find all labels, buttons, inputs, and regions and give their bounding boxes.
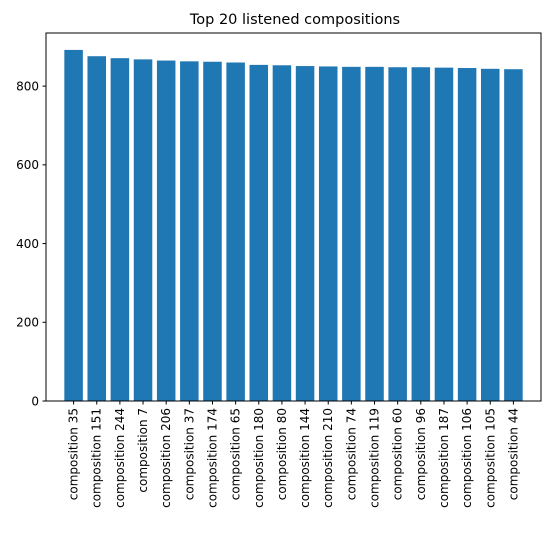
bar-2 xyxy=(87,56,106,402)
plot-frame xyxy=(45,32,542,402)
bar-4 xyxy=(133,59,153,401)
x-tick-label: composition 96 xyxy=(414,408,428,500)
bar-6 xyxy=(180,61,199,402)
bar-19 xyxy=(481,68,500,401)
y-axis-ticks: 0 200 400 600 800 xyxy=(16,79,46,408)
x-tick-label: composition 74 xyxy=(344,408,358,500)
bar-13 xyxy=(342,66,361,401)
y-tick-label: 0 xyxy=(31,394,39,408)
y-tick-label: 400 xyxy=(16,237,39,251)
bar-18 xyxy=(457,68,477,402)
x-tick-label: composition 244 xyxy=(113,408,127,508)
bars xyxy=(64,49,523,402)
bar-1 xyxy=(64,49,83,401)
bar-16 xyxy=(411,67,431,402)
bar-9 xyxy=(249,64,269,401)
x-tick-label: composition 187 xyxy=(437,408,451,508)
x-tick-label: composition 151 xyxy=(90,408,104,508)
bar-20 xyxy=(504,69,523,401)
x-tick-label: composition 106 xyxy=(460,408,474,508)
x-tick-label: composition 80 xyxy=(275,408,289,500)
bar-3 xyxy=(110,58,130,402)
chart-title: Top 20 listened compositions xyxy=(189,12,400,28)
bar-17 xyxy=(434,67,454,402)
x-tick-label: composition 105 xyxy=(483,408,497,508)
bar-14 xyxy=(365,66,384,401)
bar-11 xyxy=(295,66,315,401)
x-tick-label: composition 180 xyxy=(252,408,266,508)
x-tick-label: composition 35 xyxy=(67,408,81,500)
x-tick-label: composition 210 xyxy=(321,408,335,508)
bar-5 xyxy=(156,60,176,401)
x-tick-label: composition 119 xyxy=(368,408,382,508)
x-tick-label: composition 37 xyxy=(182,408,196,500)
x-tick-label: composition 7 xyxy=(136,408,150,493)
bar-10 xyxy=(272,65,292,401)
x-tick-label: composition 44 xyxy=(506,408,520,500)
x-tick-label: composition 144 xyxy=(298,408,312,508)
x-tick-label: composition 60 xyxy=(391,408,405,500)
bar-12 xyxy=(318,66,338,402)
y-tick-label: 200 xyxy=(16,316,39,330)
bar-15 xyxy=(388,67,407,402)
x-tick-label: composition 174 xyxy=(205,408,219,508)
x-axis-ticks: composition 35 composition 151 composition… xyxy=(67,401,520,508)
y-tick-label: 800 xyxy=(16,79,39,93)
bar-7 xyxy=(203,61,222,401)
x-tick-label: composition 65 xyxy=(229,408,243,500)
bar-8 xyxy=(226,62,245,402)
x-tick-label: composition 206 xyxy=(159,408,173,508)
y-tick-label: 600 xyxy=(16,158,39,172)
